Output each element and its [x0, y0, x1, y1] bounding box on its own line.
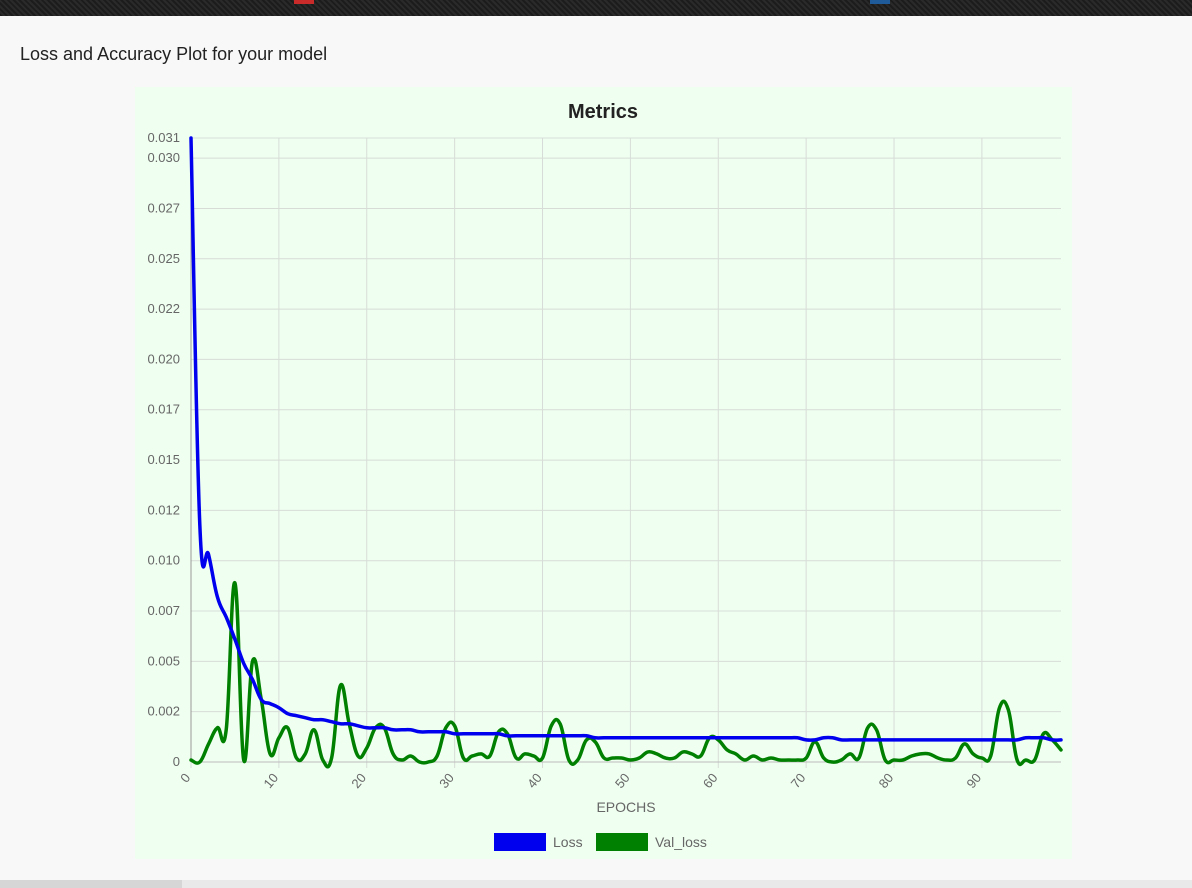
y-tick-label: 0.031 — [147, 130, 180, 145]
y-tick-label: 0.022 — [147, 301, 180, 316]
y-tick-label: 0.015 — [147, 452, 180, 467]
legend-swatch — [596, 833, 648, 851]
chart-series — [189, 136, 1063, 769]
y-tick-label: 0.020 — [147, 351, 180, 366]
y-tick-label: 0.017 — [147, 402, 180, 417]
x-tick-label: 70 — [788, 770, 809, 791]
y-tick-label: 0.007 — [147, 603, 180, 618]
x-tick-label: 40 — [524, 770, 545, 791]
x-tick-label: 50 — [612, 770, 633, 791]
browser-top-bar — [0, 0, 1192, 16]
legend-swatch — [494, 833, 546, 851]
y-tick-label: 0 — [173, 754, 180, 769]
metrics-chart: Metrics 0 0.002 0.005 0.007 0.010 0.012 0.015 0… — [147, 101, 1063, 851]
x-axis-title: EPOCHS — [596, 799, 655, 815]
x-tick-label: 0 — [177, 770, 193, 785]
bottom-scroll-area — [0, 880, 1192, 888]
x-tick-label: 20 — [348, 770, 369, 791]
x-tick-label: 60 — [700, 770, 721, 791]
x-tick-label: 80 — [876, 770, 897, 791]
x-tick-label: 30 — [436, 770, 457, 791]
legend-item-val-loss[interactable]: Val_loss — [596, 833, 707, 851]
y-tick-label: 0.012 — [147, 502, 180, 517]
y-tick-label: 0.025 — [147, 251, 180, 266]
series-line-val-loss — [189, 581, 1063, 769]
y-tick-label: 0.027 — [147, 200, 180, 215]
series-line-loss — [189, 136, 1063, 742]
y-tick-label: 0.002 — [147, 704, 180, 719]
chart-grid — [190, 137, 1061, 768]
page-heading: Loss and Accuracy Plot for your model — [20, 44, 328, 64]
x-tick-label: 90 — [963, 770, 984, 791]
legend-label: Val_loss — [655, 834, 707, 850]
bottom-tab[interactable] — [0, 880, 182, 888]
legend-item-loss[interactable]: Loss — [494, 833, 583, 851]
chart-card: Metrics 0 0.002 0.005 0.007 0.010 0.012 0.015 0… — [135, 87, 1072, 859]
x-tick-label: 10 — [260, 770, 281, 791]
y-tick-label: 0.010 — [147, 553, 180, 568]
y-tick-label: 0.005 — [147, 653, 180, 668]
chart-legend: Loss Val_loss — [494, 833, 707, 851]
legend-label: Loss — [553, 834, 583, 850]
blue-tab-marker — [870, 0, 890, 4]
red-tab-marker — [294, 0, 314, 4]
y-tick-label: 0.030 — [147, 150, 180, 165]
chart-title: Metrics — [568, 101, 638, 123]
